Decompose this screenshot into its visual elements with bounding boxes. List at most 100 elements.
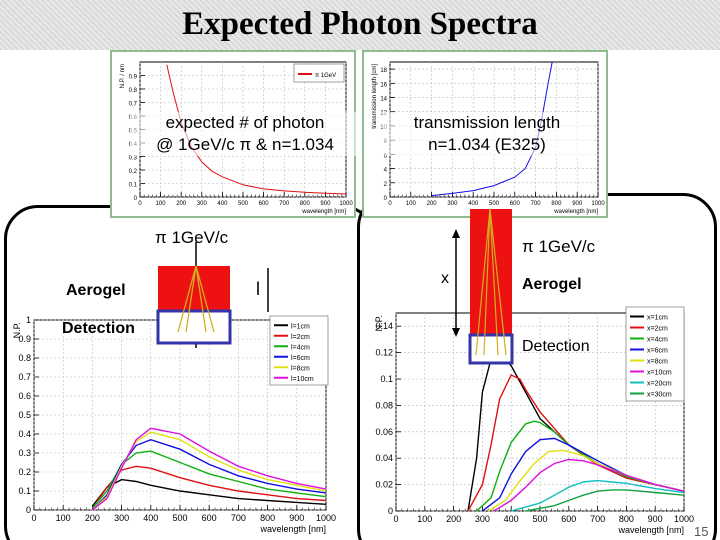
y-tick-label: 0.4	[18, 429, 31, 439]
x-tick-label: 400	[468, 201, 479, 207]
y-tick-label: 18	[380, 68, 387, 74]
y-axis-label: N.P. / nm	[120, 64, 126, 88]
x-tick-label: 0	[388, 201, 392, 207]
page-number: 15	[694, 524, 709, 539]
y-tick-label: 0.7	[129, 102, 138, 108]
series-line	[525, 489, 685, 512]
right-distance-arrow-down	[452, 328, 460, 337]
y-tick-label: 0	[384, 196, 388, 202]
left-cherenkov-ray	[177, 265, 197, 333]
y-tick-label: 0.3	[129, 156, 138, 162]
left-length-label: l	[256, 279, 260, 299]
x-tick-label: 700	[590, 514, 605, 524]
y-tick-label: 0.2	[18, 467, 31, 477]
x-tick-label: 900	[648, 514, 663, 524]
x-tick-label: 500	[238, 201, 249, 207]
title-bar	[0, 0, 720, 50]
top-right-caption-line1: transmission length	[413, 113, 561, 132]
y-tick-label: 0	[26, 505, 31, 515]
y-tick-label: 0	[134, 196, 138, 202]
y-tick-label: 0	[388, 506, 393, 516]
x-tick-label: 400	[504, 514, 519, 524]
x-axis-label: wavelength [nm]	[259, 524, 326, 534]
series-line	[493, 458, 685, 512]
legend-label: l=2cm	[291, 334, 310, 341]
legend-label: l=6cm	[291, 355, 310, 362]
right-cherenkov-ray	[489, 208, 507, 356]
y-tick-label: 14	[380, 97, 387, 103]
legend-label: x=30cm	[647, 392, 672, 399]
left-aerogel-diagram	[156, 242, 269, 348]
x-tick-label: 900	[572, 201, 583, 207]
legend-label: x=10cm	[647, 370, 672, 377]
right-beam-label: π 1GeV/c	[522, 237, 596, 256]
legend-box	[269, 315, 329, 386]
y-tick-label: 4	[384, 168, 388, 174]
y-tick-label: 0.9	[18, 334, 31, 344]
y-tick-label: 0.8	[18, 353, 31, 363]
left-beam-label: π 1GeV/c	[155, 228, 229, 247]
x-tick-label: 500	[489, 201, 500, 207]
right-distance-label: x	[441, 270, 449, 287]
legend-label: l=4cm	[291, 344, 310, 351]
bottom-right-chart: 0 0.02 0.04 0.06 0.08 0.1 0.12 0.14 0 100 200 300 40…	[374, 306, 694, 535]
y-tick-label: 0.2	[129, 169, 138, 175]
left-aerogel-label: Aerogel	[66, 282, 126, 299]
y-tick-label: 0.02	[375, 480, 393, 490]
series-line	[91, 438, 327, 511]
left-cherenkov-ray	[195, 265, 215, 333]
x-tick-label: 700	[231, 513, 246, 523]
series-line	[91, 431, 327, 511]
y-tick-label: 0.7	[18, 372, 31, 382]
right-cherenkov-ray	[483, 208, 491, 356]
x-axis-label: wavelength [nm]	[301, 209, 346, 215]
x-tick-label: 600	[259, 201, 270, 207]
y-tick-label: 0.8	[129, 88, 138, 94]
y-tick-label: 0.08	[375, 400, 393, 410]
x-tick-label: 0	[31, 513, 36, 523]
legend-label: x=1cm	[647, 315, 668, 322]
y-tick-label: 0.04	[375, 453, 393, 463]
x-axis-label: wavelength [nm]	[617, 525, 684, 535]
left-detection-box	[156, 309, 232, 345]
legend-label: x=6cm	[647, 348, 668, 355]
x-tick-label: 800	[619, 514, 634, 524]
y-tick-label: 0.06	[375, 427, 393, 437]
top-left-caption-line1: expected # of photon	[165, 113, 325, 132]
x-tick-label: 100	[417, 514, 432, 524]
x-tick-label: 700	[531, 201, 542, 207]
y-tick-label: 0.12	[375, 348, 393, 358]
y-tick-label: 6	[384, 153, 388, 159]
y-tick-label: 0.1	[129, 183, 138, 189]
x-tick-label: 300	[197, 201, 208, 207]
y-axis-label: N.P.	[12, 322, 22, 338]
legend-label: x=20cm	[647, 381, 672, 388]
x-tick-label: 1000	[674, 514, 694, 524]
legend-box	[625, 306, 685, 402]
y-tick-label: 2	[384, 182, 388, 188]
x-tick-label: 800	[551, 201, 562, 207]
right-detection-label: Detection	[522, 338, 590, 355]
x-tick-label: 100	[56, 513, 71, 523]
right-distance-arrow-up	[452, 229, 460, 238]
series-line	[467, 374, 685, 512]
y-tick-label: 0.14	[375, 321, 393, 331]
left-cherenkov-ray	[185, 265, 197, 333]
x-tick-label: 700	[279, 201, 290, 207]
series-line	[431, 61, 553, 197]
x-tick-label: 200	[427, 201, 438, 207]
x-tick-label: 200	[446, 514, 461, 524]
y-tick-label: 1	[26, 315, 31, 325]
y-axis-label: N.P.	[374, 315, 384, 331]
right-aerogel-diagram	[452, 208, 514, 365]
left-cherenkov-ray	[195, 265, 207, 333]
x-tick-label: 0	[393, 514, 398, 524]
y-tick-label: 0.5	[18, 410, 31, 420]
legend-label: π 1GeV	[315, 73, 336, 79]
x-tick-label: 100	[406, 201, 417, 207]
x-tick-label: 200	[85, 513, 100, 523]
x-tick-label: 0	[138, 201, 142, 207]
bottom-left-chart: 0 0.1 0.2 0.3 0.4 0.5 0.6 0.7 0.8 0.9 1 0 100 200 300 4…	[12, 315, 336, 534]
top-right-caption-line2: n=1.034 (E325)	[428, 135, 546, 154]
y-tick-label: 0.6	[18, 391, 31, 401]
